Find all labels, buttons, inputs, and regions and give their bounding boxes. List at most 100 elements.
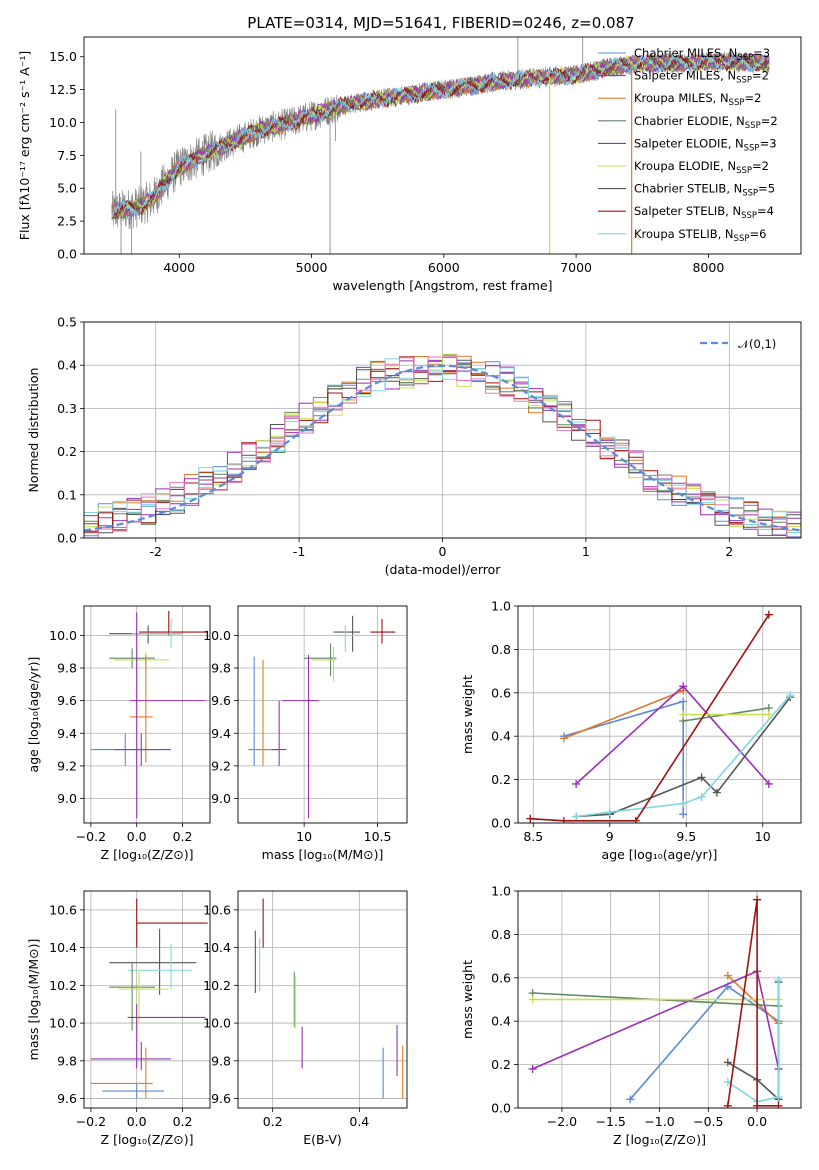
weight_vs_age-marker	[679, 799, 688, 808]
age_vs_z-xlabel: Z [log₁₀(Z/Z⊙)]	[101, 847, 194, 862]
residuals-frame	[83, 321, 802, 539]
weight_vs_age-frame	[517, 605, 802, 824]
spectrum-ytick-label: 15.0	[49, 49, 77, 64]
weight_vs_z-marker	[626, 1095, 635, 1104]
weight_vs_age-marker	[697, 773, 706, 782]
weight_vs_age-marker	[679, 697, 688, 706]
ebv-plot-area	[254, 898, 404, 1099]
weight_vs_age-xlabel: age [log₁₀(age/yr)]	[602, 847, 718, 862]
weight_vs_z-ytick-label: 0.4	[491, 1014, 511, 1029]
age_vs_z-xtick-label: 0.0	[127, 829, 147, 844]
spectrum-ytick-label: 5.0	[57, 181, 77, 196]
ebv-panel: 0.2 0.4 9.6 9.8 10.0 10.2 10.4 10.6 E(B-V)	[203, 890, 408, 1147]
mass_vs_z-ylabel: mass [log₁₀(M/M⊙)]	[26, 939, 41, 1061]
spectrum-xtick-label: 4000	[163, 260, 195, 275]
ebv-xtick-label: 0.2	[263, 1114, 283, 1129]
weight_vs_age-marker	[526, 814, 535, 823]
weight_vs_z-xlabel: Z [log₁₀(Z/Z⊙)]	[613, 1132, 706, 1147]
weight_vs_z-marker	[774, 1101, 783, 1108]
weight_vs_z-ytick-label: 0.0	[491, 1101, 511, 1116]
residuals-xtick-label: 1	[582, 544, 590, 559]
spectrum-model-line	[111, 52, 770, 219]
residual-histogram-8	[84, 358, 801, 533]
ebv-ytick-label: 10.0	[203, 1016, 231, 1031]
age_vs_mass-ytick-label: 9.4	[211, 726, 231, 741]
spectrum-xtick-label: 7000	[560, 260, 592, 275]
spectrum-plot-area	[111, 37, 770, 254]
weight_vs_age-ylabel: mass weight	[460, 675, 475, 754]
spectrum-ytick-label: 7.5	[57, 148, 77, 163]
normal-curve	[84, 364, 801, 532]
mass_vs_z-plot-area	[90, 898, 208, 1099]
weight_vs_age-marker	[764, 610, 773, 619]
mass_vs_z-ytick-label: 9.6	[57, 1091, 77, 1106]
mass_vs_z-xtick-label: −0.2	[76, 1114, 106, 1129]
weight_vs_age-xtick-label: 8.5	[523, 829, 543, 844]
age_vs_z-xtick-label: −0.2	[76, 829, 106, 844]
mass_vs_z-xlabel: Z [log₁₀(Z/Z⊙)]	[101, 1132, 194, 1147]
residuals-ytick-label: 0.2	[57, 444, 77, 459]
ebv-xtick-label: 0.4	[349, 1114, 369, 1129]
weight_vs_z-ytick-label: 0.6	[491, 970, 511, 985]
age_vs_mass-ytick-label: 9.8	[211, 661, 231, 676]
weight_vs_age-marker	[679, 810, 688, 819]
normal-legend-label: 𝒩(0,1)	[738, 337, 776, 351]
age_vs_z-ytick-label: 9.2	[57, 758, 77, 773]
weight_vs_age-marker	[764, 710, 773, 719]
spectrum-model-line	[111, 53, 770, 218]
spectrum-ytick-label: 2.5	[57, 214, 77, 229]
weight_vs_age-ytick-label: 0.6	[491, 685, 511, 700]
residuals-ytick-label: 0.4	[57, 358, 77, 373]
spectrum-ytick-label: 0.0	[57, 247, 77, 262]
mass_vs_z-ytick-label: 10.6	[49, 902, 77, 917]
mass_vs_z-frame	[83, 890, 211, 1109]
weight_vs_age-xtick-label: 9.5	[676, 829, 696, 844]
age_vs_mass-xlabel: mass [log₁₀(M/M⊙)]	[262, 847, 384, 862]
ebv-xlabel: E(B-V)	[303, 1132, 342, 1147]
age_vs_mass-xtick-label: 10	[296, 829, 312, 844]
spectrum-ytick-label: 10.0	[49, 115, 77, 130]
mass_vs_z-ytick-label: 10.2	[49, 978, 77, 993]
residuals-xtick-label: 0	[439, 544, 447, 559]
residuals-ytick-label: 0.0	[57, 531, 77, 546]
weight_vs_age-marker	[786, 690, 795, 699]
residual-histogram-5	[84, 353, 801, 531]
weight_vs_z-marker	[753, 1101, 762, 1108]
weight_vs_age-ytick-label: 0.4	[491, 729, 511, 744]
weight_vs_z-marker	[528, 1064, 537, 1073]
residuals-ylabel: Normed distribution	[26, 368, 41, 493]
weight_vs_age-marker	[605, 808, 614, 817]
residuals-xtick-label: -2	[149, 544, 161, 559]
age_vs_mass-plot-area	[248, 615, 396, 819]
weight_vs_age-series-line	[575, 685, 770, 785]
ebv-ytick-label: 10.6	[203, 902, 231, 917]
weight_vs_z-xtick-label: 0.0	[747, 1114, 767, 1129]
spectrum-legend-label: Salpeter STELIB, NSSP=4	[634, 204, 774, 221]
spectrum-xtick-label: 8000	[692, 260, 724, 275]
ebv-ytick-label: 9.8	[211, 1053, 231, 1068]
spectrum-legend-label: Chabrier ELODIE, NSSP=2	[634, 114, 778, 131]
spectrum-legend-label: Chabrier STELIB, NSSP=5	[634, 182, 775, 199]
ebv-ytick-label: 10.2	[203, 978, 231, 993]
weight_vs_z-ytick-label: 0.8	[491, 927, 511, 942]
spectrum-legend-label: Chabrier MILES, NSSP=3	[634, 46, 770, 63]
weight_vs_age-marker	[559, 734, 568, 743]
mass_vs_z-ytick-label: 10.4	[49, 940, 77, 955]
mass_vs_z-xtick-label: 0.2	[173, 1114, 193, 1129]
spectrum-legend-label: Kroupa MILES, NSSP=2	[634, 91, 761, 108]
weight_vs_z-marker	[774, 1093, 783, 1102]
weight_vs_age-ytick-label: 1.0	[491, 599, 511, 614]
age_vs_z-panel: −0.2 0.0 0.2 9.0 9.2 9.4 9.6 9.8 10.0 Z [log₁₀(Z/…	[26, 605, 211, 862]
residuals-ytick-label: 0.1	[57, 487, 77, 502]
weight_vs_age-marker	[679, 682, 688, 691]
weight_vs_age-ytick-label: 0.8	[491, 642, 511, 657]
spectrum-ytick-label: 12.5	[49, 82, 77, 97]
weight_vs_z-marker	[723, 971, 732, 980]
weight_vs_age-ytick-label: 0.2	[491, 772, 511, 787]
weight_vs_age-xtick-label: 10	[755, 829, 771, 844]
residuals-ytick-label: 0.3	[57, 401, 77, 416]
weight_vs_z-xtick-label: −2.0	[547, 1114, 577, 1129]
weight_vs_age-series-line	[530, 614, 770, 822]
spectrum-panel: 4000 5000 6000 7000 8000 0.0 2.5 5.0 7.5 10.0 12.5…	[17, 36, 802, 293]
weight_vs_age-marker	[697, 792, 706, 801]
